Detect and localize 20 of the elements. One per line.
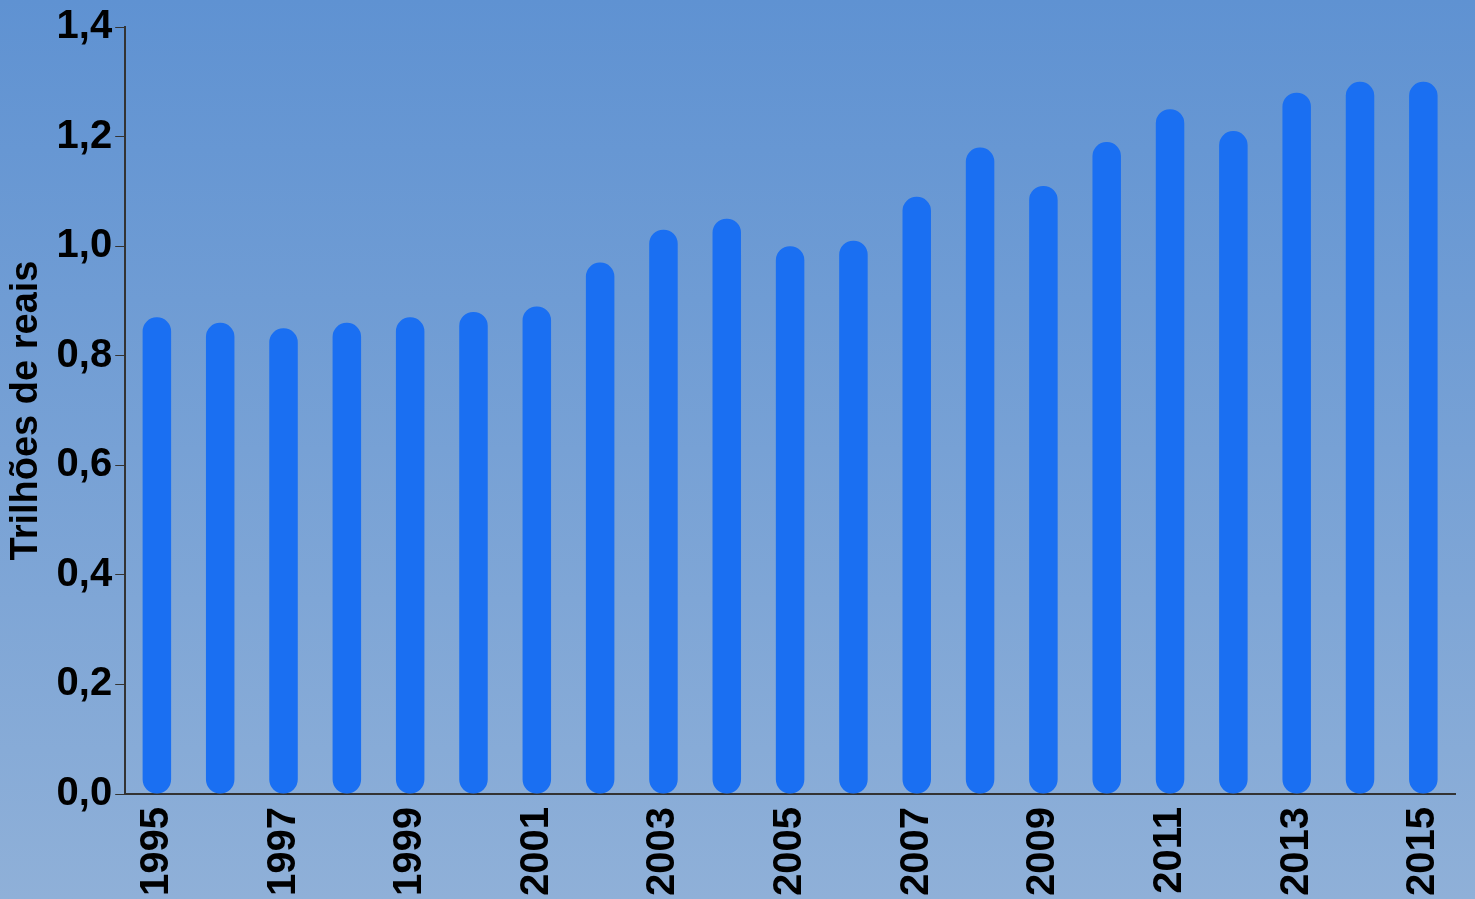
x-tick-label: 2001 [511, 807, 556, 896]
y-tick-label: 1,4 [56, 2, 113, 47]
y-tick-label: 0,2 [56, 659, 113, 704]
x-tick-label: 2009 [1018, 807, 1063, 896]
y-axis-title: Trilhões de reais [3, 260, 46, 561]
y-tick-label: 1,2 [56, 111, 113, 156]
y-tick-label: 0,0 [56, 769, 113, 814]
x-tick-label: 2011 [1145, 807, 1190, 894]
x-tick-label: 1999 [385, 807, 430, 896]
x-tick-label: 2013 [1271, 807, 1316, 896]
y-tick-label: 0,6 [56, 440, 113, 485]
x-tick-label: 2003 [638, 807, 683, 896]
x-tick-label: 2005 [765, 807, 810, 896]
x-tick-label: 2015 [1398, 807, 1443, 896]
x-tick-label: 2007 [891, 807, 936, 896]
x-tick-label: 1997 [258, 807, 303, 896]
y-tick-label: 0,8 [56, 330, 113, 375]
y-tick-label: 1,0 [56, 221, 113, 266]
x-tick-label: 1995 [131, 807, 176, 896]
y-tick-label: 0,4 [56, 549, 113, 594]
